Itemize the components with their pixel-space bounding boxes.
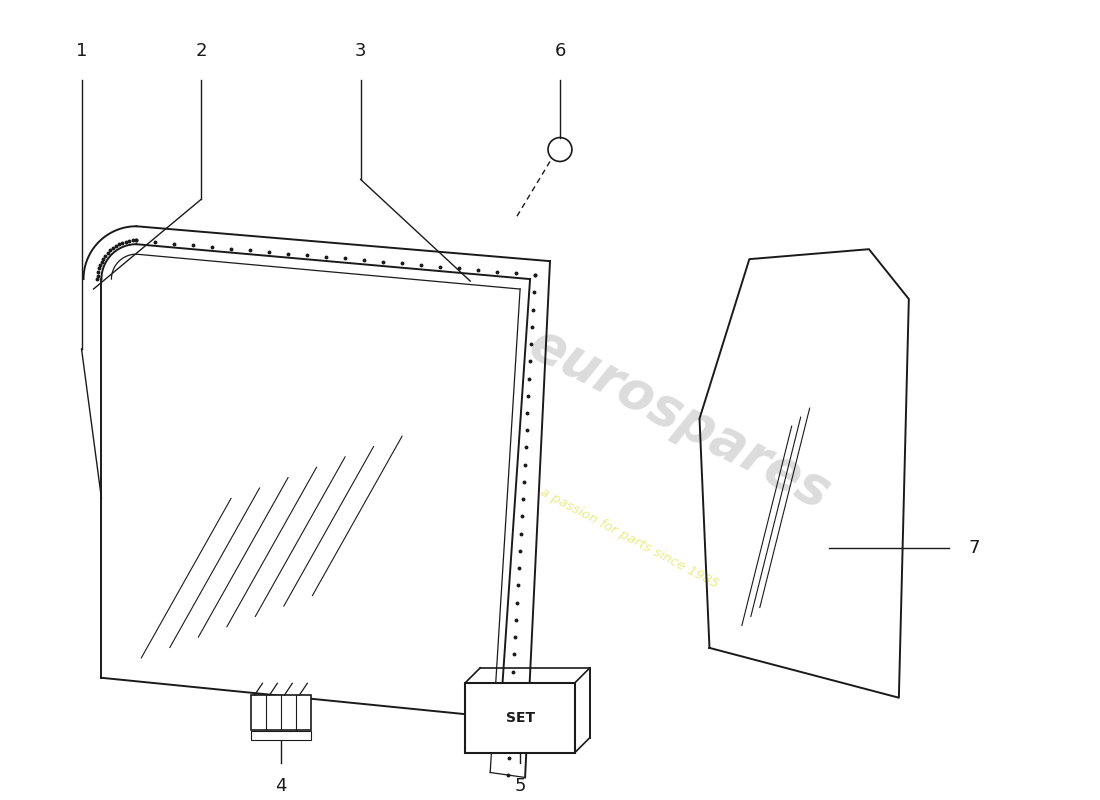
Text: SET: SET (506, 710, 535, 725)
Text: 1: 1 (76, 42, 87, 60)
Text: 4: 4 (275, 778, 287, 795)
Text: 7: 7 (969, 539, 980, 558)
Text: eurospares: eurospares (520, 318, 839, 520)
Text: 6: 6 (554, 42, 565, 60)
Text: 5: 5 (515, 778, 526, 795)
Bar (465, 682, 575, 753)
Bar (251, 731, 311, 740)
Text: a passion for parts since 1985: a passion for parts since 1985 (538, 486, 720, 591)
Text: 2: 2 (196, 42, 207, 60)
Text: 3: 3 (355, 42, 366, 60)
Bar (251, 695, 311, 730)
